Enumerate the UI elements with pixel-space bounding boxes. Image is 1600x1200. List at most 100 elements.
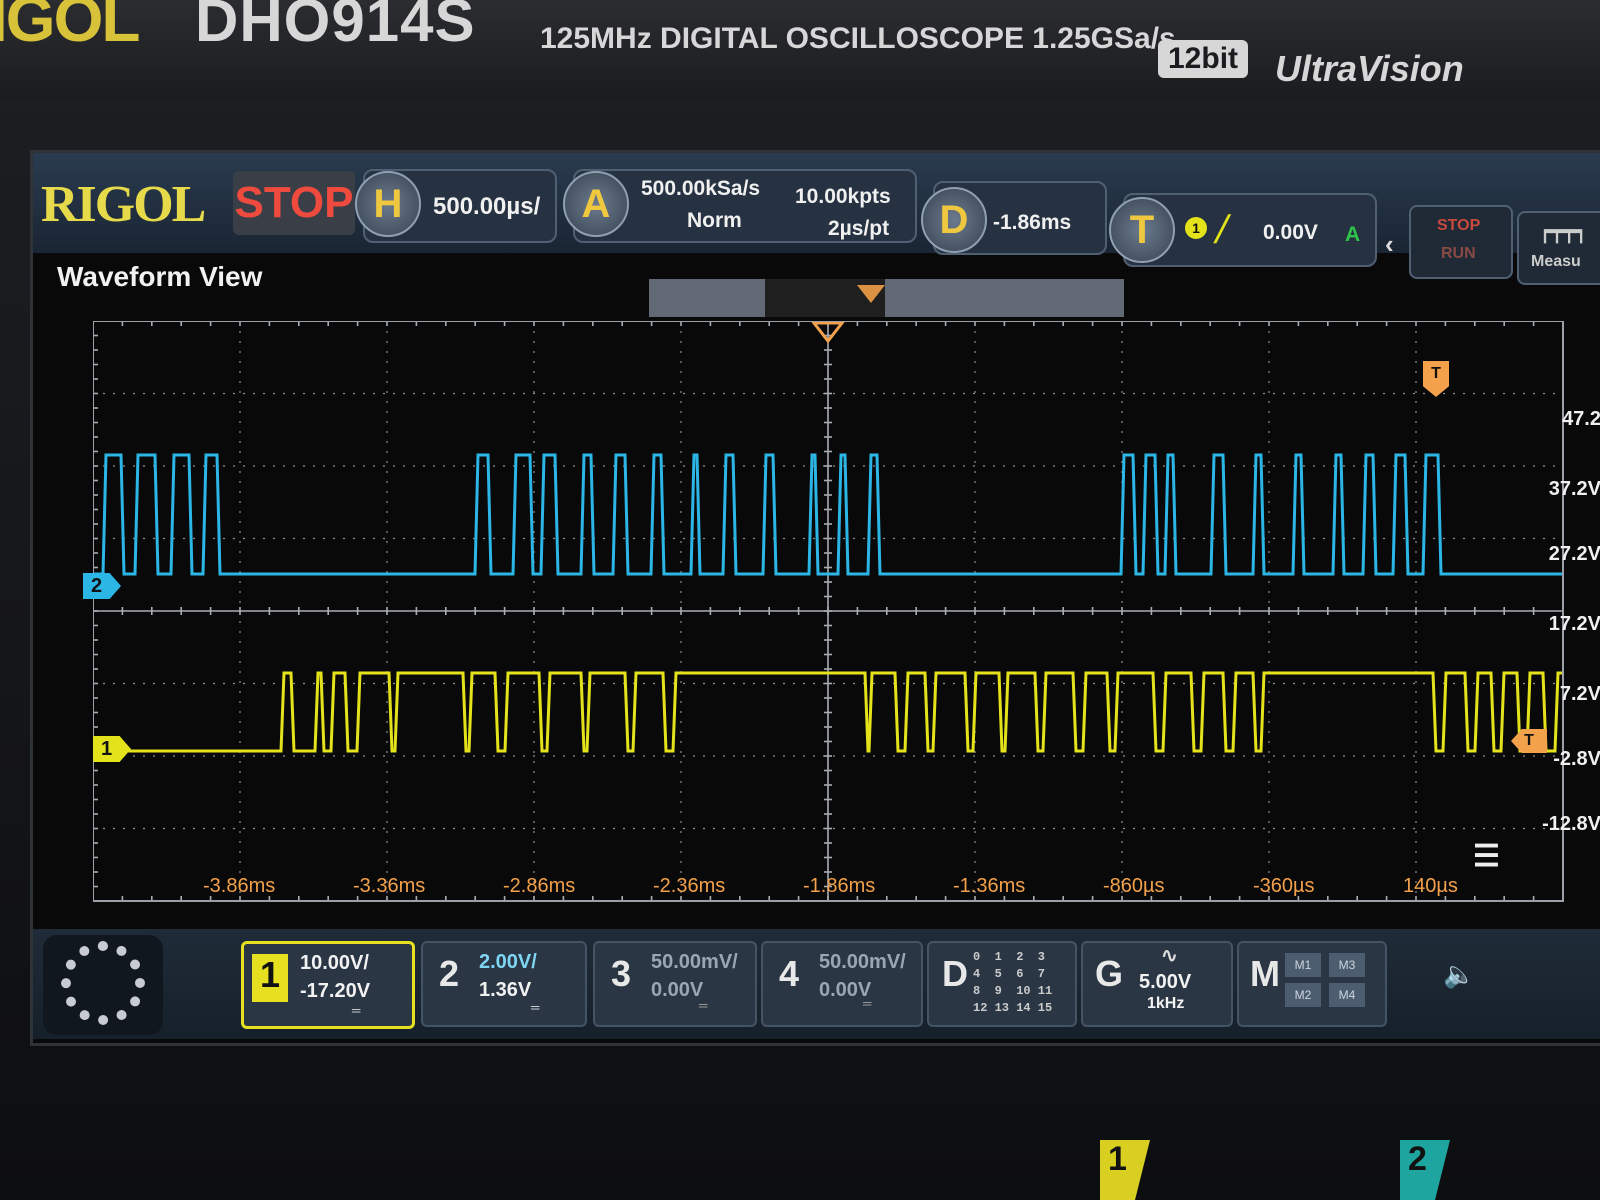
ch1-number: 1 (252, 954, 288, 1002)
ch2-scale: 2.00V/ (479, 951, 537, 973)
mute-icon[interactable]: 🔈 (1443, 959, 1476, 989)
dc-coupling-icon: ═ (531, 1001, 540, 1017)
probe-tab-1-label: 1 (1108, 1140, 1127, 1178)
home-gear-button[interactable] (43, 935, 163, 1035)
x-axis-label: -2.86ms (503, 875, 576, 897)
x-axis-label: -860µs (1103, 875, 1165, 897)
ch1-marker-label: 1 (101, 738, 113, 760)
stop-label: STOP (1437, 217, 1481, 234)
gear-icon (61, 941, 145, 1025)
math-m1[interactable]: M1 (1285, 953, 1321, 977)
digital-channels[interactable]: D 0 1 2 3 4 5 6 7 8 9 10 11 12 13 14 15 (927, 941, 1077, 1027)
y-axis-label: 27.2V (1548, 543, 1600, 565)
channel-bar: 1 10.00V/ -17.20V ═ 2 2.00V/ 1.36V ═ 3 5… (33, 929, 1600, 1039)
ch4-scale: 50.00mV/ (819, 951, 906, 973)
measure-button[interactable]: ┍┯┯┑ Measu (1517, 211, 1600, 285)
generator-amplitude: 5.00V (1139, 971, 1192, 993)
trigger-time-marker-label: T (1431, 365, 1441, 382)
math-m4[interactable]: M4 (1329, 983, 1365, 1007)
model-strip: IGOL DHO914S 125MHz DIGITAL OSCILLOSCOPE… (0, 0, 1600, 100)
trigger-level: 0.00V (1263, 221, 1318, 244)
ch4-offset: 0.00V (819, 979, 872, 1001)
y-axis-label: 17.2V (1548, 613, 1600, 635)
measure-label: Measu (1531, 253, 1581, 270)
ch3-offset: 0.00V (651, 979, 704, 1001)
math-m2[interactable]: M2 (1285, 983, 1321, 1007)
ch1-offset: -17.20V (300, 980, 371, 1002)
ch2-settings[interactable]: 2 2.00V/ 1.36V ═ (421, 941, 587, 1027)
stop-run-button[interactable]: STOP RUN (1409, 205, 1513, 279)
measure-icon: ┍┯┯┑ (1539, 222, 1588, 245)
delay-value: -1.86ms (993, 211, 1072, 234)
acquire-mode: Norm (687, 209, 742, 232)
time-resolution: 2µs/pt (828, 217, 890, 240)
sample-rate: 500.00kSa/s (641, 177, 761, 200)
y-axis-label: 47.2 (1562, 408, 1600, 430)
rising-edge-icon: ╱ (1215, 216, 1230, 243)
digital-label: D (942, 953, 968, 994)
math-settings[interactable]: M M1 M3 M2 M4 (1237, 941, 1387, 1027)
dc-coupling-icon: ═ (863, 997, 872, 1013)
math-m3[interactable]: M3 (1329, 953, 1365, 977)
model-name: DHO914S (195, 0, 476, 54)
x-axis-label: 140µs (1403, 875, 1458, 897)
navigator-trigger-icon (857, 285, 885, 303)
y-axis-label: 7.2V (1559, 683, 1600, 705)
menu-expand-icon[interactable]: ☰ (1473, 840, 1500, 873)
sine-wave-icon: ∿ (1161, 945, 1178, 967)
ch2-marker-label: 2 (91, 575, 103, 597)
trigger-level-marker-label: T (1524, 732, 1534, 749)
rigol-logo: RIGOL (41, 176, 206, 233)
run-state-indicator[interactable]: STOP (233, 171, 355, 235)
graticule (93, 321, 1564, 902)
x-axis-label: -2.36ms (653, 875, 726, 897)
collapse-arrow-icon[interactable]: ‹ (1385, 229, 1394, 259)
generator-frequency: 1kHz (1147, 995, 1185, 1012)
x-axis-label: -1.86ms (803, 875, 876, 897)
memory-navigator[interactable] (649, 279, 1124, 317)
ch2-offset: 1.36V (479, 979, 532, 1001)
model-bits-badge: 12bit (1158, 40, 1249, 78)
x-axis-label: -360µs (1253, 875, 1315, 897)
run-label: RUN (1441, 245, 1476, 262)
y-axis-label: 37.2V (1548, 478, 1600, 500)
generator-settings[interactable]: G ∿ 5.00V 1kHz (1081, 941, 1233, 1027)
probe-tab-2-label: 2 (1408, 1140, 1427, 1178)
trigger-position-marker (810, 321, 846, 344)
ch1-settings[interactable]: 1 10.00V/ -17.20V ═ (241, 941, 415, 1029)
ch3-scale: 50.00mV/ (651, 951, 738, 973)
ch2-number: 2 (438, 953, 460, 994)
waveform-view-title: Waveform View (57, 261, 263, 292)
y-axis-label: -12.8V (1542, 813, 1600, 835)
model-spec: 125MHz DIGITAL OSCILLOSCOPE 1.25GSa/s (540, 22, 1176, 55)
math-label: M (1250, 953, 1280, 994)
waveform-grid[interactable] (93, 321, 1600, 921)
trigger-position-triangle (810, 321, 846, 344)
trigger-source: 1 (1192, 220, 1200, 236)
acquire-panel[interactable] (573, 169, 917, 243)
trigger-icon[interactable]: T (1109, 197, 1175, 263)
delay-icon[interactable]: D (921, 187, 987, 253)
dc-coupling-icon: ═ (352, 1004, 361, 1020)
digital-channel-grid: 0 1 2 3 4 5 6 7 8 9 10 11 12 13 14 15 (973, 950, 1053, 1015)
x-axis-label: -3.36ms (353, 875, 426, 897)
x-axis-label: -3.86ms (203, 875, 276, 897)
acquire-icon[interactable]: A (563, 171, 629, 237)
generator-label: G (1094, 953, 1123, 994)
ch4-number: 4 (778, 953, 800, 994)
trigger-mode: A (1345, 223, 1361, 246)
dc-coupling-icon: ═ (699, 999, 708, 1015)
x-axis-label: -1.36ms (953, 875, 1026, 897)
ch3-number: 3 (610, 953, 632, 994)
model-brand: IGOL (0, 0, 140, 55)
status-bar: RIGOL STOP H 500.00µs/ A 500.00kSa/s 10.… (33, 153, 1600, 285)
ch1-waveform (93, 671, 1563, 753)
ch3-settings[interactable]: 3 50.00mV/ 0.00V ═ (593, 941, 757, 1027)
ch4-settings[interactable]: 4 50.00mV/ 0.00V ═ (761, 941, 923, 1027)
memory-depth: 10.00kpts (795, 185, 891, 208)
y-axis-label: -2.8V (1553, 748, 1600, 770)
timebase-value: 500.00µs/ (433, 193, 541, 220)
model-series: UltraVision (1275, 48, 1464, 89)
ch2-waveform (93, 453, 1563, 576)
horizontal-icon[interactable]: H (355, 171, 421, 237)
